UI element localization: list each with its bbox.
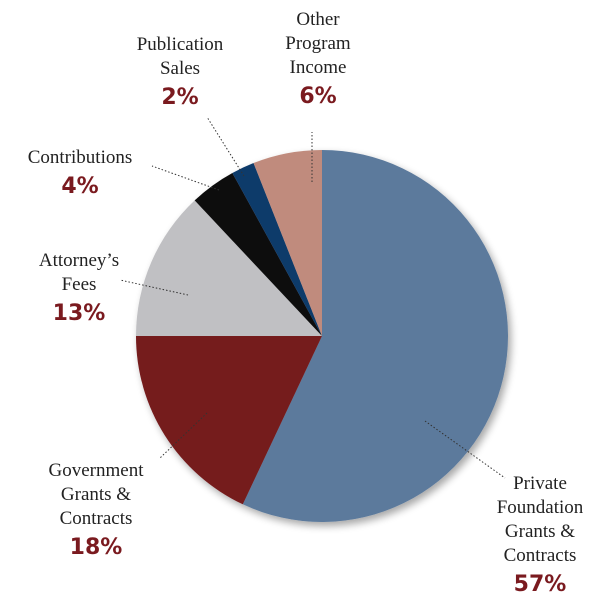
- slice-label-publication-sales: Publication Sales: [137, 34, 224, 79]
- pie-slice-other-program-income: [253, 150, 322, 336]
- leader-line-contributions: [151, 165, 220, 191]
- slice-label-other-program-income: Other Program Income: [285, 9, 351, 78]
- pie-slice-attorney-s-fees: [136, 200, 322, 336]
- pie-slice-government-grants-contracts: [136, 336, 322, 505]
- pie-slices: [136, 150, 509, 522]
- slice-label-private-foundation-grants-contracts: Private Foundation Grants & Contracts: [497, 473, 584, 566]
- leader-lines: [119, 116, 506, 479]
- pie-slice-publication-sales: [232, 163, 322, 336]
- slice-label-contributions: Contributions: [28, 147, 133, 168]
- slice-percent-publication-sales: 2%: [161, 85, 198, 110]
- slice-percent-attorney-s-fees: 13%: [53, 301, 106, 326]
- leader-line-government-grants-contracts: [159, 412, 208, 459]
- leader-line-publication-sales: [206, 116, 245, 177]
- slice-percent-government-grants-contracts: 18%: [70, 535, 123, 560]
- slice-label-government-grants-contracts: Government Grants & Contracts: [49, 460, 145, 529]
- leader-line-attorney-s-fees: [119, 279, 189, 296]
- pie-slice-contributions: [194, 173, 322, 336]
- slice-percent-private-foundation-grants-contracts: 57%: [514, 572, 567, 597]
- slice-labels: Private Foundation Grants & Contracts 57% Gov…: [28, 9, 584, 597]
- leader-line-private-foundation-grants-contracts: [424, 420, 506, 479]
- slice-percent-other-program-income: 6%: [299, 84, 336, 109]
- slice-percent-contributions: 4%: [61, 174, 98, 199]
- slice-label-attorney-s-fees: Attorney’s Fees: [39, 250, 119, 295]
- pie-slice-private-foundation-grants-contracts: [242, 150, 509, 522]
